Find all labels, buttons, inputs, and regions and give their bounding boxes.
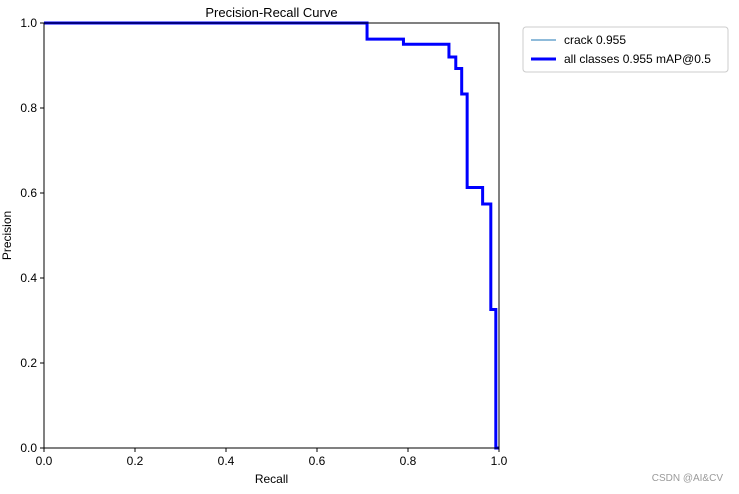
x-tick-label: 0.8 — [400, 454, 417, 468]
plot-background — [44, 23, 499, 448]
y-tick-label: 0.4 — [20, 271, 37, 285]
y-tick-label: 0.0 — [20, 441, 37, 455]
legend-box — [522, 26, 729, 73]
y-tick-label: 0.2 — [20, 356, 37, 370]
series-line-all-classes — [44, 21, 499, 450]
y-tick-label: 0.8 — [20, 101, 37, 115]
x-axis-label: Recall — [255, 472, 288, 486]
x-tick-label: 1.0 — [491, 454, 508, 468]
y-axis-label: Precision — [0, 211, 14, 260]
y-tick-label: 0.6 — [20, 186, 37, 200]
y-tick-label: 1.0 — [20, 16, 37, 30]
watermark-text: CSDN @AI&CV — [652, 473, 724, 484]
legend-label-crack: crack 0.955 — [564, 33, 626, 47]
plot-frame — [43, 22, 500, 449]
x-tick-label: 0.4 — [218, 454, 235, 468]
x-tick-label: 0.0 — [36, 454, 53, 468]
x-tick-label: 0.2 — [127, 454, 144, 468]
legend-label-all-classes: all classes 0.955 mAP@0.5 — [564, 52, 711, 66]
x-tick-label: 0.6 — [309, 454, 326, 468]
chart-title: Precision-Recall Curve — [205, 5, 337, 20]
